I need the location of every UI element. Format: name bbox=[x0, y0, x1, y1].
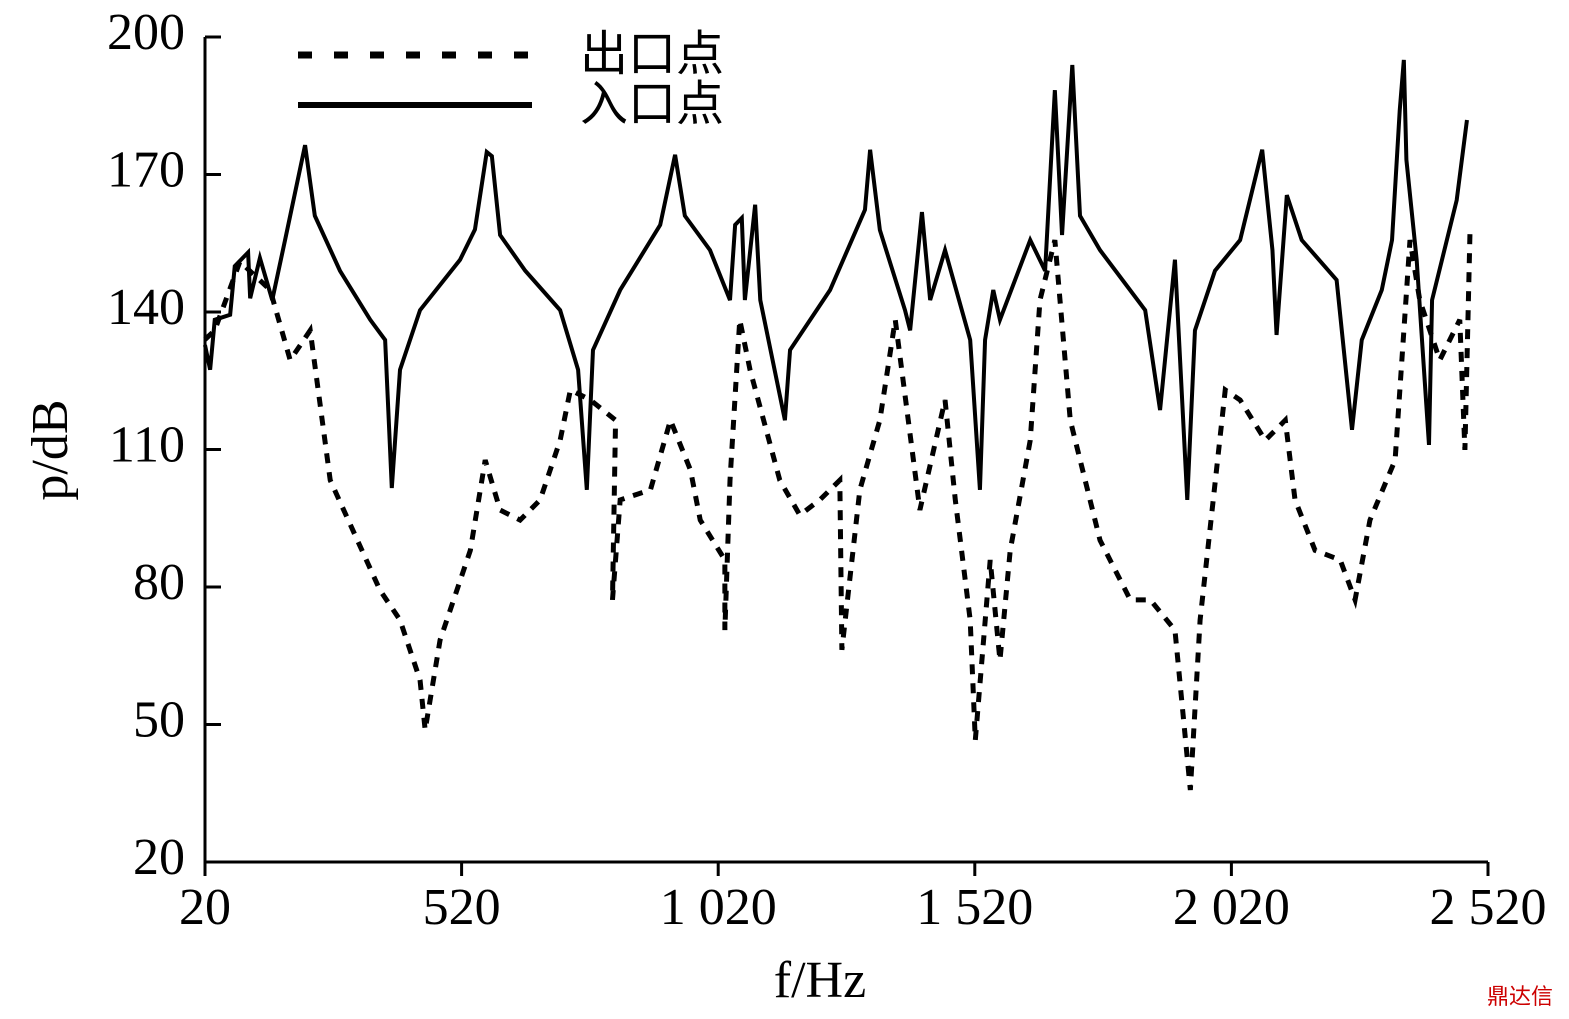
y-tick-label: 20 bbox=[133, 829, 185, 886]
series-line bbox=[203, 229, 1473, 791]
y-tick-label: 140 bbox=[107, 279, 185, 336]
x-tick-label: 1 020 bbox=[660, 879, 777, 936]
legend-label: 入口点 bbox=[580, 76, 724, 132]
x-axis-label: f/Hz bbox=[774, 952, 866, 1009]
x-tick-label: 2 520 bbox=[1430, 879, 1547, 936]
series-line bbox=[203, 59, 1469, 501]
x-tick-label: 1 520 bbox=[916, 879, 1033, 936]
x-tick-label: 20 bbox=[179, 879, 231, 936]
y-tick-label: 170 bbox=[107, 141, 185, 198]
legend-label: 出口点 bbox=[580, 26, 724, 82]
y-tick-label: 200 bbox=[107, 4, 185, 61]
axes bbox=[203, 37, 1488, 864]
y-axis-label: p/dB bbox=[22, 399, 79, 500]
x-tick-label: 2 020 bbox=[1173, 879, 1290, 936]
x-tick-label: 520 bbox=[423, 879, 501, 936]
y-tick-label: 50 bbox=[133, 691, 185, 748]
y-tick-label: 110 bbox=[109, 416, 185, 473]
y-tick-label: 80 bbox=[133, 554, 185, 611]
watermark: 鼎达信 bbox=[1487, 985, 1553, 1010]
